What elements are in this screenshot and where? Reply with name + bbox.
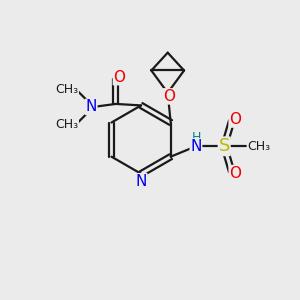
Text: N: N	[190, 139, 202, 154]
Text: O: O	[163, 89, 175, 104]
Text: N: N	[85, 99, 97, 114]
Text: CH₃: CH₃	[55, 82, 78, 96]
Text: CH₃: CH₃	[248, 140, 271, 153]
Text: O: O	[113, 70, 125, 85]
Text: N: N	[135, 174, 147, 189]
Text: O: O	[229, 112, 241, 127]
Text: O: O	[229, 166, 241, 181]
Text: H: H	[191, 131, 201, 144]
Text: S: S	[218, 137, 230, 155]
Text: CH₃: CH₃	[55, 118, 78, 131]
